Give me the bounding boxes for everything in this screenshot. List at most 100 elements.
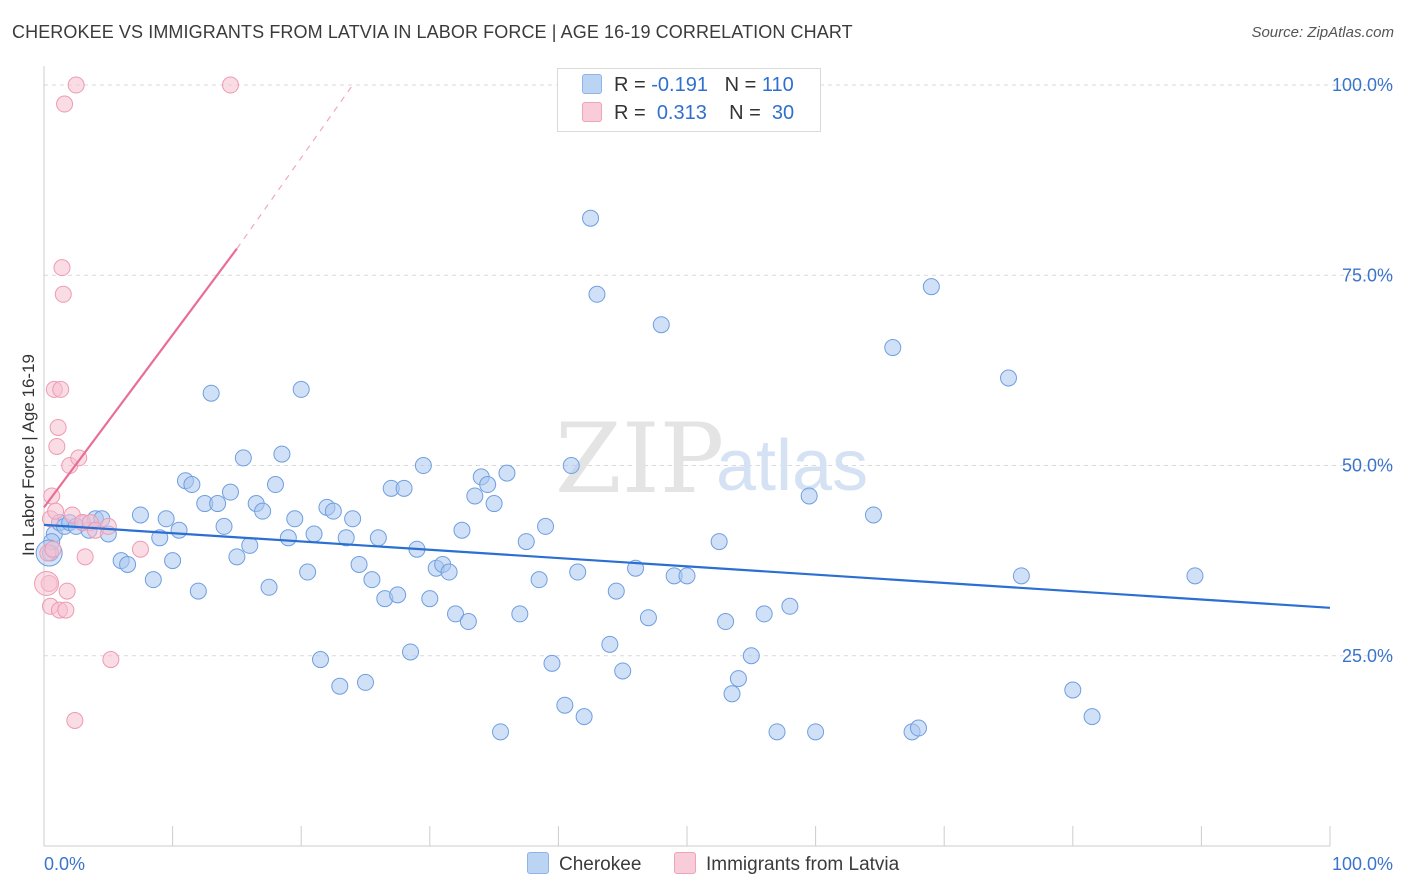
latvia-trend-line (43, 247, 238, 509)
y-axis-title: In Labor Force | Age 16-19 (19, 354, 38, 556)
cherokee-point (215, 517, 233, 535)
cherokee-point (864, 506, 882, 524)
cherokee-point (453, 521, 471, 539)
cherokee-point (498, 464, 516, 482)
tick-labels: 25.0% 50.0% 75.0% 100.0% 0.0% 100.0% (44, 75, 1393, 874)
cherokee-point (357, 673, 374, 691)
cherokee-point (266, 476, 284, 494)
axes (43, 66, 1331, 847)
latvia-point (49, 418, 67, 436)
latvia-r-label: R = (614, 102, 646, 124)
chart-title: CHEROKEE VS IMMIGRANTS FROM LATVIA IN LA… (12, 22, 853, 42)
cherokee-point (189, 582, 207, 600)
cherokee-point (1186, 567, 1204, 585)
cherokee-swatch (582, 74, 602, 94)
cherokee-point (273, 445, 291, 463)
legend-item-latvia: Immigrants from Latvia (674, 852, 899, 876)
y-tick-label: 25.0% (1342, 646, 1393, 666)
latvia-n-label: N = (729, 102, 761, 124)
cherokee-point (755, 605, 773, 623)
cherokee-legend-swatch (527, 852, 549, 874)
cherokee-point (678, 567, 696, 585)
legend-row-latvia: R = 0.313 N = 30 (582, 102, 794, 126)
latvia-legend-swatch (674, 852, 696, 874)
cherokee-point (537, 517, 555, 535)
cherokee-point (440, 563, 458, 581)
cherokee-point (459, 613, 477, 631)
cherokee-point (729, 670, 747, 688)
latvia-point (56, 95, 74, 113)
legend-row-cherokee: R = -0.191 N = 110 (582, 74, 794, 98)
latvia-point (67, 76, 85, 94)
cherokee-point (1064, 681, 1082, 699)
cherokee-r-value: -0.191 (651, 74, 708, 96)
latvia-legend-label: Immigrants from Latvia (706, 854, 900, 875)
cherokee-point (299, 563, 317, 581)
cherokee-point (800, 487, 818, 505)
cherokee-point (556, 696, 574, 714)
cherokee-point (202, 384, 220, 402)
cherokee-point (922, 278, 940, 296)
latvia-n-value: 30 (771, 102, 795, 124)
latvia-point (99, 517, 117, 535)
y-tick-label: 50.0% (1342, 456, 1393, 476)
cherokee-point (151, 529, 169, 547)
cherokee-point (607, 582, 625, 600)
cherokee-point (466, 487, 484, 505)
cherokee-point (543, 654, 561, 672)
cherokee-point (234, 449, 252, 467)
cherokee-point (344, 510, 362, 528)
cherokee-point (485, 495, 503, 513)
watermark-atlas: atlas (716, 426, 868, 506)
latvia-point (57, 601, 75, 619)
cherokee-point (614, 662, 632, 680)
cherokee-point (241, 536, 259, 554)
x-tick-label: 100.0% (1332, 854, 1393, 874)
cherokee-point (144, 571, 162, 589)
latvia-point (221, 76, 239, 94)
cherokee-point (517, 533, 535, 551)
cherokee-point (414, 457, 432, 475)
cherokee-n-label: N = (724, 74, 757, 96)
x-tick-label: 0.0% (44, 854, 85, 874)
cherokee-point (131, 506, 149, 524)
cherokee-point (479, 476, 497, 494)
latvia-point (34, 570, 60, 596)
cherokee-point (1000, 369, 1017, 387)
cherokee-point (119, 555, 137, 573)
cherokee-point (909, 719, 927, 737)
cherokee-point (530, 571, 548, 589)
cherokee-point (588, 285, 606, 303)
cherokee-point (311, 651, 329, 669)
cherokee-point (582, 209, 600, 227)
cherokee-trend-line (43, 523, 1331, 609)
cherokee-point (209, 495, 227, 513)
latvia-point (76, 548, 94, 566)
cherokee-point (575, 708, 593, 726)
trend-lines (43, 84, 1331, 609)
cherokee-point (884, 339, 902, 357)
latvia-points (34, 76, 239, 729)
latvia-point (48, 437, 66, 455)
cherokee-point (254, 502, 272, 520)
cherokee-point (292, 380, 310, 398)
cherokee-point (324, 502, 342, 520)
latvia-point (47, 502, 65, 520)
y-tick-label: 100.0% (1332, 75, 1393, 95)
latvia-point (131, 540, 149, 558)
cherokee-point (562, 457, 580, 475)
latvia-trend-extension (236, 84, 354, 249)
latvia-swatch (582, 102, 602, 122)
cherokee-point (337, 529, 355, 547)
cherokee-point (511, 605, 529, 623)
stats-legend: R = -0.191 N = 110 R = 0.313 N = 30 (557, 68, 821, 132)
latvia-point (44, 540, 62, 558)
cherokee-point (350, 555, 368, 573)
cherokee-point (742, 647, 760, 665)
latvia-point (102, 651, 120, 669)
latvia-r-value: 0.313 (656, 102, 707, 124)
y-tick-label: 75.0% (1342, 265, 1393, 285)
cherokee-point (363, 571, 381, 589)
cherokee-point (170, 521, 188, 539)
